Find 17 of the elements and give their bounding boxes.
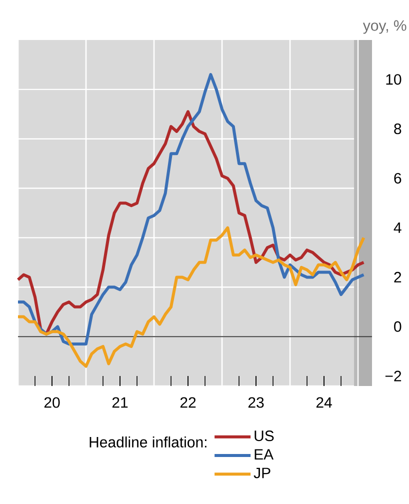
legend-label: US	[254, 430, 274, 442]
y-tick-label: 0	[394, 321, 402, 332]
y-tick-label: 10	[386, 74, 402, 85]
y-tick-label: 4	[394, 222, 402, 233]
x-tick-label: 22	[180, 397, 196, 408]
y-tick-label: −2	[385, 370, 402, 382]
legend-title: Headline inflation:	[90, 436, 206, 448]
y-tick-label: 8	[394, 124, 402, 134]
x-tick-label: 23	[248, 397, 264, 408]
legend-label: EA	[254, 449, 274, 460]
y-tick-label: 6	[394, 172, 402, 184]
x-tick-label: 21	[112, 397, 128, 408]
y-axis-title: yoy, %	[362, 20, 406, 34]
legend-label: JP	[254, 468, 270, 478]
x-tick-label: 24	[316, 397, 332, 408]
y-tick-label: 2	[394, 272, 402, 282]
x-tick-label: 20	[44, 397, 60, 408]
